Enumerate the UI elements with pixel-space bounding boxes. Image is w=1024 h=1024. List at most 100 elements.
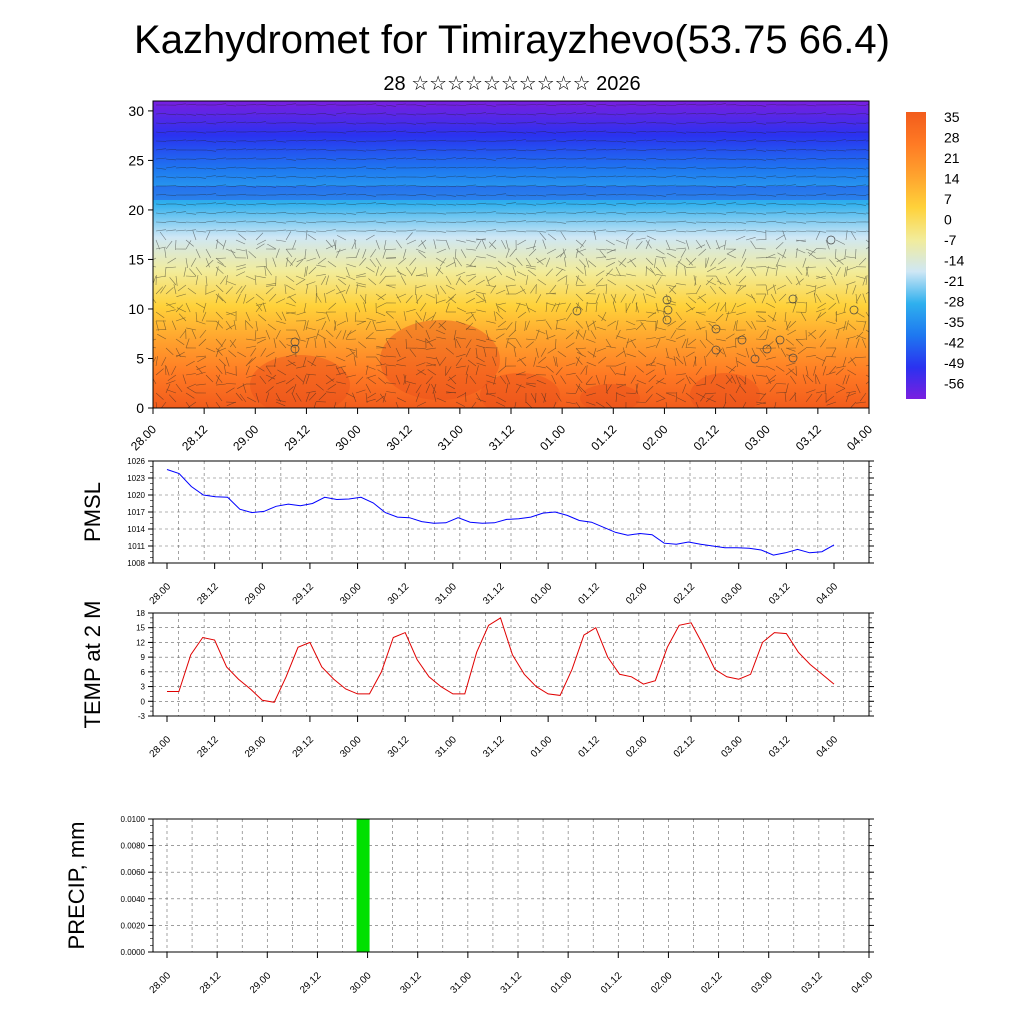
wind-barb [465, 193, 476, 196]
wind-barb [315, 355, 327, 358]
y-tick-label: 1011 [128, 542, 146, 551]
wind-barb [256, 302, 267, 306]
wind-barb [635, 158, 646, 161]
wind-barb [525, 341, 534, 349]
wind-barb [205, 202, 216, 205]
wind-barb [175, 211, 186, 214]
wind-barb [185, 373, 196, 376]
wind-barb [635, 301, 638, 313]
wind-barb [195, 221, 207, 223]
wind-barb [385, 284, 396, 289]
wind-barb [245, 338, 256, 341]
wind-barb [805, 184, 816, 187]
wind-barb [497, 396, 507, 403]
wind-barb [667, 252, 677, 259]
wind-barb [159, 231, 167, 241]
wind-barb [565, 274, 568, 286]
wind-barb [515, 338, 522, 348]
wind-barb [865, 140, 869, 142]
wind-barb [377, 293, 387, 300]
wind-barb [835, 388, 846, 394]
wind-barb [395, 157, 406, 160]
wind-barb [439, 356, 447, 366]
wind-barb [856, 335, 867, 340]
wind-barb [265, 149, 277, 151]
wind-barb [315, 212, 327, 215]
wind-barb [315, 149, 327, 151]
wind-barb [255, 275, 266, 279]
wind-barb [335, 356, 346, 362]
wind-barb [438, 322, 447, 331]
wind-barb [735, 149, 747, 152]
wind-barb [335, 202, 346, 205]
wind-barb [225, 387, 235, 394]
wind-barb [625, 131, 636, 134]
wind-barb [775, 131, 787, 133]
x-tick-label: 01.12 [576, 734, 602, 760]
wind-barb [606, 248, 617, 254]
wind-barb [516, 271, 527, 277]
wind-barb [275, 311, 283, 321]
wind-barb [731, 302, 737, 313]
wind-barb [246, 374, 257, 378]
wind-barb [328, 302, 337, 310]
wind-barb [665, 212, 677, 214]
x-tick-label: 03.12 [767, 581, 793, 607]
wind-barb [415, 347, 427, 350]
wind-barb [829, 365, 837, 374]
wind-barb [498, 365, 507, 373]
wind-barb [375, 185, 387, 187]
wind-barb [175, 167, 187, 169]
wind-barb [475, 221, 487, 223]
wind-barb [265, 266, 272, 276]
wind-barb [736, 311, 747, 315]
wind-barb [592, 320, 597, 331]
wind-barb [738, 376, 747, 385]
wind-barb [465, 347, 471, 358]
wind-barb [385, 248, 397, 250]
wind-barb [165, 383, 171, 394]
wind-barb [245, 112, 256, 115]
wind-barb [315, 113, 327, 115]
wind-barb [455, 320, 466, 325]
wind-barb [585, 401, 596, 406]
wind-barb [765, 302, 776, 308]
wind-barb [785, 112, 796, 115]
wind-barb [285, 185, 296, 188]
wind-barb [265, 221, 277, 223]
x-tick-label: 02.12 [672, 581, 698, 607]
wind-barb [254, 274, 257, 286]
wind-barb [666, 299, 677, 304]
wind-barb [645, 239, 652, 249]
wind-barb [155, 356, 158, 367]
wind-barb [605, 262, 616, 268]
wind-barb [555, 252, 565, 259]
x-tick-label: 29.00 [243, 734, 269, 760]
wind-barb [595, 103, 607, 106]
wind-barb [325, 158, 336, 161]
wind-barb [195, 230, 206, 233]
wind-barb [255, 365, 265, 372]
wind-barb [855, 158, 867, 160]
wind-barb [515, 302, 521, 313]
wind-barb [225, 130, 236, 133]
wind-barb [265, 185, 276, 188]
calm-circle [849, 305, 859, 315]
wind-barb [349, 348, 357, 358]
wind-barb [737, 284, 747, 292]
wind-barb [782, 248, 787, 259]
wind-barb [575, 320, 584, 329]
wind-barb [255, 302, 263, 312]
wind-barb [225, 383, 237, 385]
wind-barb [375, 104, 386, 107]
wind-barb [383, 239, 387, 250]
wind-barb [439, 285, 447, 295]
wind-barb [835, 104, 847, 106]
wind-barb [454, 248, 457, 260]
wind-barb [605, 338, 612, 348]
wind-barb [169, 277, 177, 286]
wind-barb [345, 203, 357, 206]
wind-barb [455, 175, 466, 178]
wind-barb [395, 130, 406, 133]
wind-barb [285, 158, 296, 161]
